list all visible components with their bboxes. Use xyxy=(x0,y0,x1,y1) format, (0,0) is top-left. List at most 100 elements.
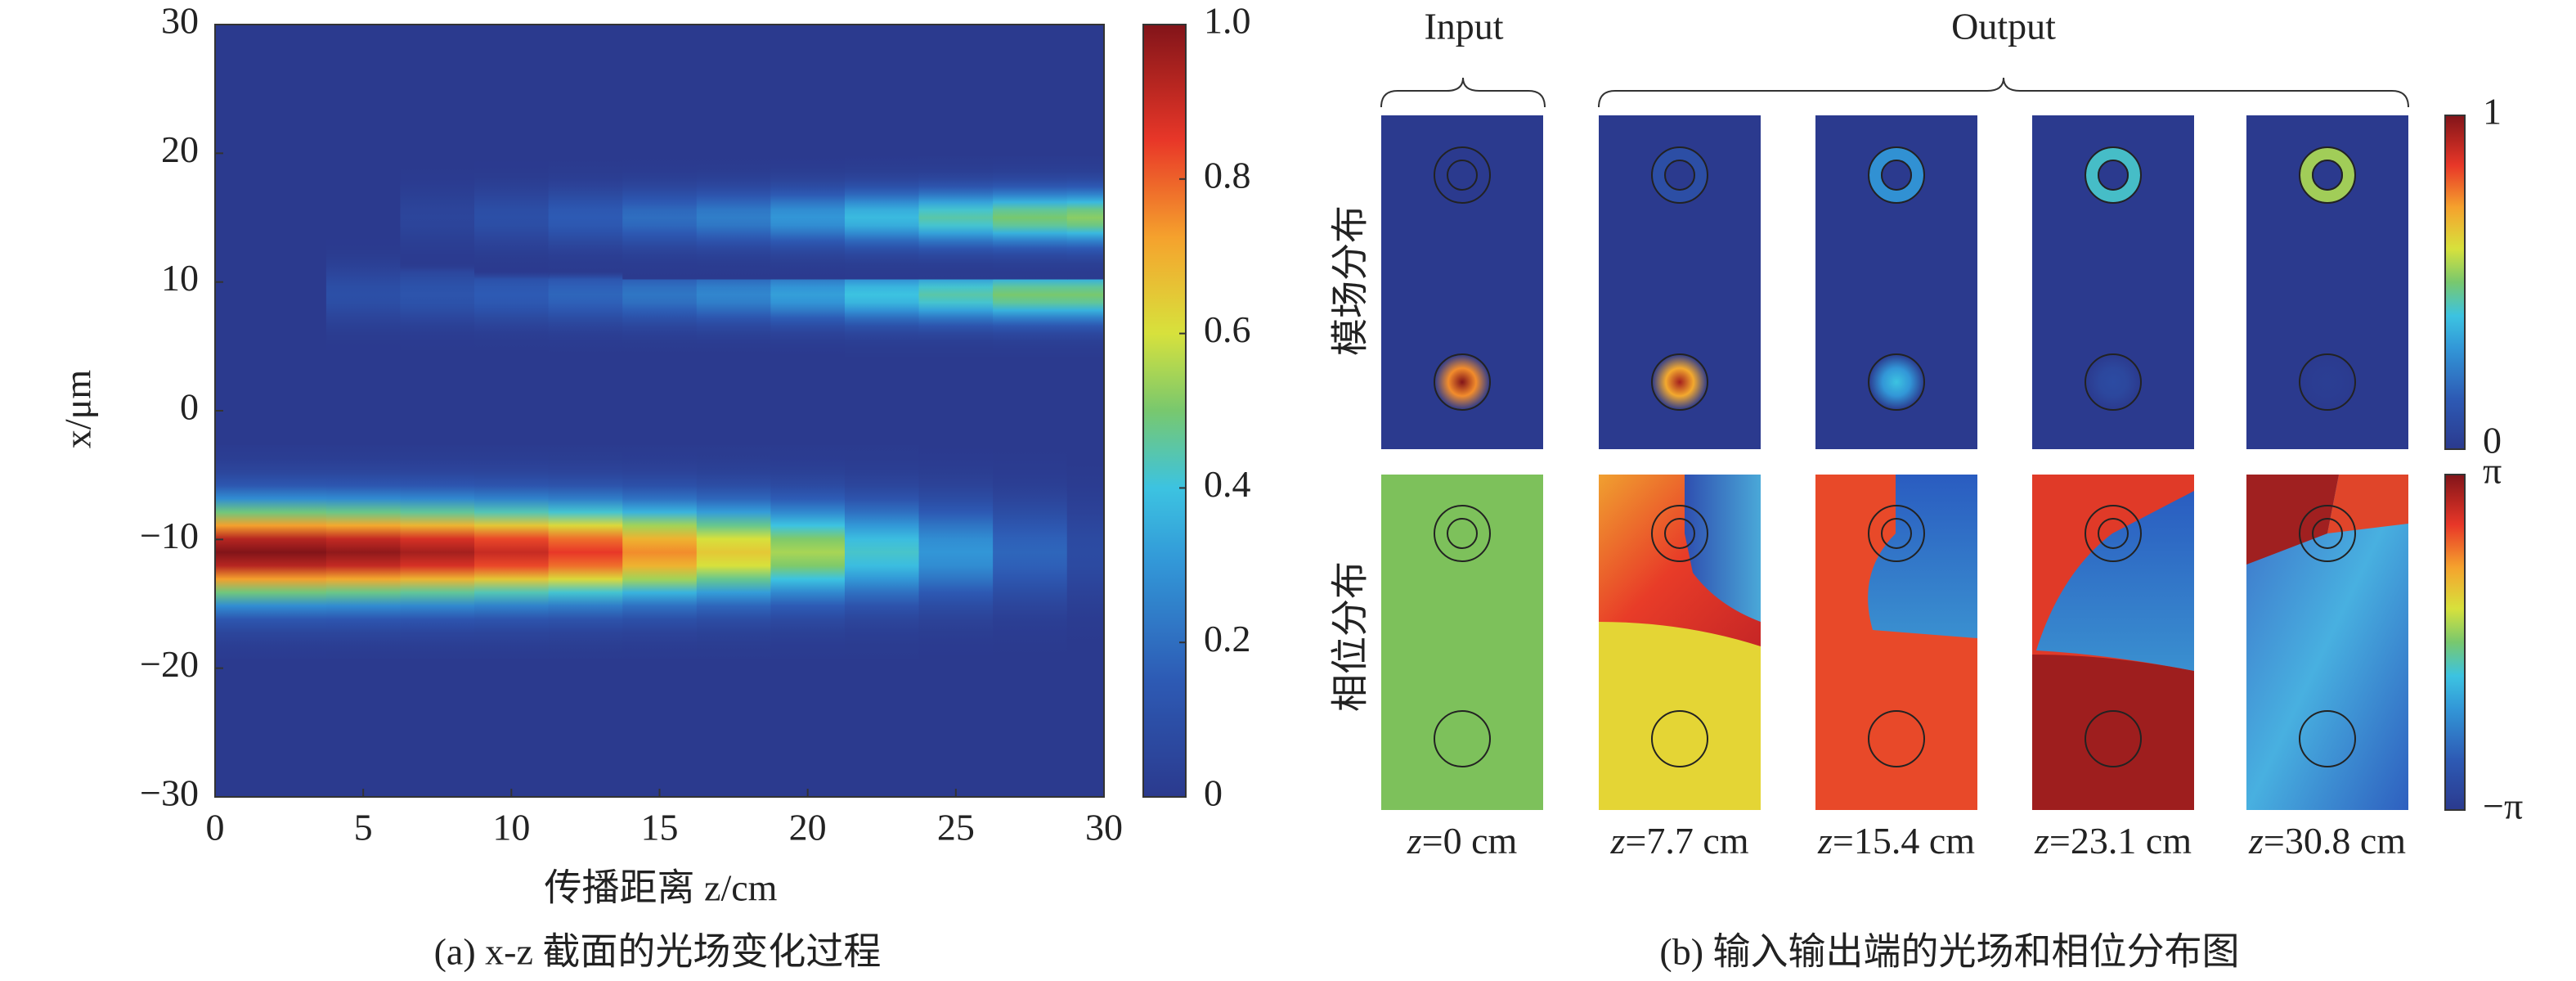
brace xyxy=(1380,77,1546,108)
beam-slice xyxy=(1066,445,1104,659)
beam-slice xyxy=(696,155,772,280)
beam-slice xyxy=(548,445,624,659)
colorbar-tick-label: 0.8 xyxy=(1204,154,1251,196)
core xyxy=(1664,160,1695,191)
mode-ring xyxy=(1869,148,1923,202)
core xyxy=(1434,710,1491,767)
x-tick-label: 25 xyxy=(937,807,975,848)
y-tick-label: 0 xyxy=(180,386,199,428)
y-tick-label: 30 xyxy=(161,0,199,42)
phase-region xyxy=(1815,475,1977,810)
colorbar xyxy=(2444,115,2466,450)
mode-ring xyxy=(2086,148,2140,202)
beam-slice xyxy=(918,445,994,659)
beam-slice xyxy=(622,445,698,659)
core xyxy=(1434,505,1491,562)
beam-slice xyxy=(400,445,476,659)
beam-slice xyxy=(770,445,846,659)
colorbar-tick-label: π xyxy=(2483,450,2502,492)
brace xyxy=(1598,77,2409,108)
beam-slice xyxy=(622,155,698,280)
core xyxy=(1447,160,1478,191)
beam-slice xyxy=(252,155,327,280)
core xyxy=(2312,160,2343,191)
x-tick-label: 15 xyxy=(641,807,679,848)
core xyxy=(1434,353,1491,411)
core xyxy=(1868,146,1925,204)
x-tick-label: 5 xyxy=(354,807,373,848)
y-tick-label: −30 xyxy=(140,772,199,814)
phase-region xyxy=(1685,475,1761,622)
colorbar-tick-label: 0 xyxy=(2483,420,2502,461)
core xyxy=(1447,518,1478,549)
phase-region xyxy=(1868,475,1977,638)
core xyxy=(2085,146,2142,204)
x-tick-label: 30 xyxy=(1085,807,1123,848)
z-label: z=0 cm xyxy=(1407,820,1518,862)
row-label: 相位分布 xyxy=(1330,561,1371,712)
core xyxy=(2299,505,2356,562)
z-label: z=23.1 cm xyxy=(2034,820,2192,862)
y-tick-label: 20 xyxy=(161,128,199,170)
core xyxy=(1868,505,1925,562)
row-label: 模场分布 xyxy=(1330,205,1371,356)
phase-map xyxy=(1381,475,1543,810)
z-label: z=30.8 cm xyxy=(2248,820,2406,862)
beam-slice xyxy=(325,445,402,659)
colorbar xyxy=(1142,24,1187,798)
beam-slice xyxy=(400,155,476,280)
colorbar-tick-label: 1.0 xyxy=(1204,0,1251,42)
core xyxy=(1664,518,1695,549)
y-tick-label: 10 xyxy=(161,257,199,299)
mode-ring xyxy=(1435,148,1489,202)
y-tick-label: −10 xyxy=(140,515,199,556)
beam-slice xyxy=(770,155,846,280)
colorbar-tick-label: 0.2 xyxy=(1204,618,1251,659)
beam-slice xyxy=(1066,155,1104,280)
core xyxy=(2085,710,2142,767)
core xyxy=(1881,160,1912,191)
core xyxy=(1868,353,1925,411)
mode-spot xyxy=(2300,354,2355,410)
core xyxy=(1868,710,1925,767)
core xyxy=(2299,146,2356,204)
beam-slice xyxy=(474,155,550,280)
x-axis-label: 传播距离 z/cm xyxy=(545,867,778,909)
colorbar-tick-label: 1 xyxy=(2483,91,2502,133)
core xyxy=(1651,353,1708,411)
core xyxy=(1881,518,1912,549)
phase-region xyxy=(2036,491,2194,671)
field xyxy=(215,155,1104,659)
beam-slice xyxy=(844,155,920,280)
mode-ring xyxy=(2300,148,2354,202)
core xyxy=(2299,710,2356,767)
x-tick-label: 0 xyxy=(206,807,225,848)
x-tick-label: 10 xyxy=(492,807,530,848)
core xyxy=(1651,146,1708,204)
beam-slice xyxy=(252,445,327,659)
caption-b: (b) 输入输出端的光场和相位分布图 xyxy=(1659,931,2239,973)
mode-spot xyxy=(1869,354,1924,410)
core xyxy=(1434,146,1491,204)
core xyxy=(1651,710,1708,767)
core xyxy=(2299,353,2356,411)
y-tick-label: −20 xyxy=(140,643,199,685)
phase-panels xyxy=(1381,475,2408,810)
core xyxy=(2085,353,2142,411)
beam-slice xyxy=(844,445,920,659)
z-label: z=7.7 cm xyxy=(1609,820,1748,862)
colorbar-tick-label: 0 xyxy=(1204,772,1223,814)
colorbar-tick-label: 0.4 xyxy=(1204,463,1251,505)
mode-spot xyxy=(2085,354,2141,410)
core xyxy=(2085,505,2142,562)
beam-slice xyxy=(548,155,624,280)
colorbar-tick-label: −π xyxy=(2483,785,2523,827)
core xyxy=(2098,518,2129,549)
beam-slice xyxy=(993,445,1068,659)
z-label: z=15.4 cm xyxy=(1817,820,1975,862)
beam-slice xyxy=(215,155,254,280)
caption-a: (a) x-z 截面的光场变化过程 xyxy=(434,931,882,973)
phase-region xyxy=(2246,475,2339,565)
mode-spot xyxy=(1652,354,1708,410)
